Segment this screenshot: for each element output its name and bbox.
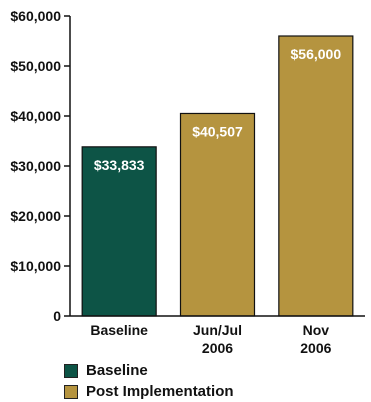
category-labels: Baseline Jun/Jul 2006 Nov 2006 — [90, 322, 331, 356]
bars — [81, 35, 354, 317]
category-label: Jun/Jul — [193, 322, 242, 338]
legend-swatch-post-implementation — [64, 384, 78, 399]
data-labels: $33,833 $40,507 $56,000 — [94, 46, 341, 173]
data-label: $56,000 — [291, 46, 342, 62]
y-tick-label: $30,000 — [10, 158, 61, 174]
legend-item-baseline: Baseline — [64, 360, 234, 381]
category-label: Nov — [303, 322, 330, 338]
data-label: $33,833 — [94, 157, 145, 173]
data-label: $40,507 — [192, 123, 243, 139]
legend-item-post-implementation: Post Implementation — [64, 381, 234, 402]
category-label-line2: 2006 — [202, 340, 233, 356]
category-label-line2: 2006 — [300, 340, 331, 356]
legend-label-post-implementation: Post Implementation — [86, 383, 234, 400]
y-axis-ticks: 0 $10,000 $20,000 $30,000 $40,000 $50,000 $60,… — [10, 8, 70, 324]
y-tick-label: $20,000 — [10, 208, 61, 224]
legend-label-baseline: Baseline — [86, 362, 148, 379]
y-tick-label: $40,000 — [10, 108, 61, 124]
bar — [278, 35, 354, 317]
y-tick-label: 0 — [53, 308, 61, 324]
y-tick-label: $60,000 — [10, 8, 61, 24]
y-tick-label: $50,000 — [10, 58, 61, 74]
y-tick-label: $10,000 — [10, 258, 61, 274]
bar-chart: 0 $10,000 $20,000 $30,000 $40,000 $50,000 $60,… — [10, 8, 365, 356]
category-label: Baseline — [90, 322, 148, 338]
bar — [179, 112, 256, 317]
legend-swatch-baseline — [64, 363, 78, 378]
legend: Baseline Post Implementation — [64, 360, 234, 402]
